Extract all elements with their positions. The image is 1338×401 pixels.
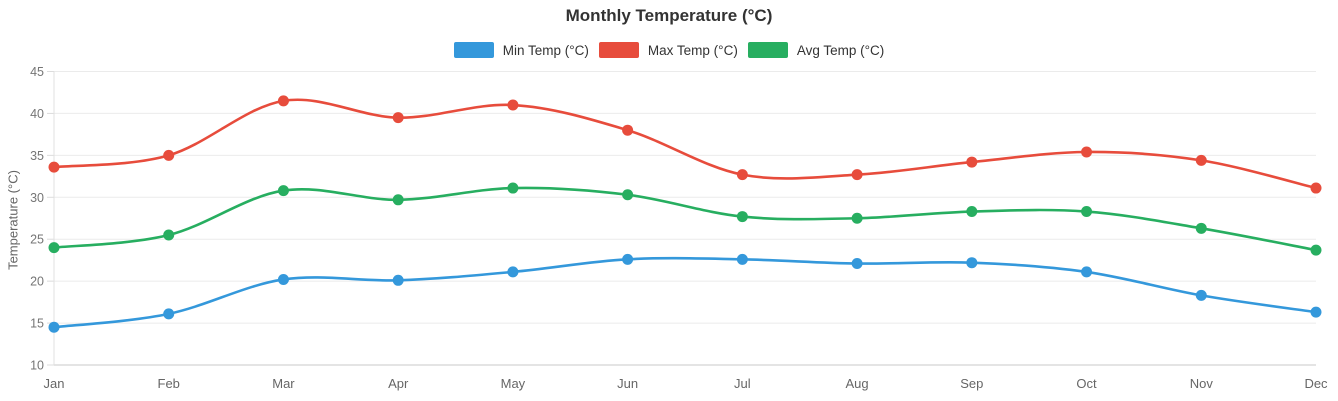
svg-text:Apr: Apr [388, 376, 409, 391]
svg-text:May: May [501, 376, 526, 391]
svg-text:40: 40 [30, 107, 44, 121]
svg-text:Jul: Jul [734, 376, 751, 391]
svg-text:45: 45 [30, 65, 44, 79]
svg-text:30: 30 [30, 191, 44, 205]
legend-item-max-temp[interactable]: Max Temp (°C) [598, 42, 738, 58]
svg-text:Dec: Dec [1304, 376, 1328, 391]
legend-swatch-min-temp-icon [453, 42, 494, 58]
svg-text:Mar: Mar [272, 376, 295, 391]
legend-item-avg-temp[interactable]: Avg Temp (°C) [747, 42, 885, 58]
legend-swatch-avg-temp-icon [747, 42, 788, 58]
legend-item-min-temp[interactable]: Min Temp (°C) [453, 42, 589, 58]
svg-text:10: 10 [30, 359, 44, 373]
svg-text:Jan: Jan [44, 376, 65, 391]
legend-label-max-temp: Max Temp (°C) [647, 42, 738, 58]
svg-text:Sep: Sep [960, 376, 983, 391]
svg-text:20: 20 [30, 275, 44, 289]
svg-text:Oct: Oct [1076, 376, 1097, 391]
svg-text:Aug: Aug [846, 376, 869, 391]
svg-text:Jun: Jun [617, 376, 638, 391]
chart-title: Monthly Temperature (°C) [565, 6, 773, 25]
svg-text:Nov: Nov [1190, 376, 1214, 391]
svg-text:Feb: Feb [158, 376, 180, 391]
svg-text:35: 35 [30, 149, 44, 163]
legend-label-avg-temp: Avg Temp (°C) [796, 42, 885, 58]
legend-swatch-max-temp-icon [598, 42, 639, 58]
svg-text:25: 25 [30, 233, 44, 247]
chart-legend: Min Temp (°C) Max Temp (°C) Avg Temp (°C… [0, 42, 1338, 58]
legend-label-min-temp: Min Temp (°C) [502, 42, 589, 58]
svg-text:15: 15 [30, 317, 44, 331]
